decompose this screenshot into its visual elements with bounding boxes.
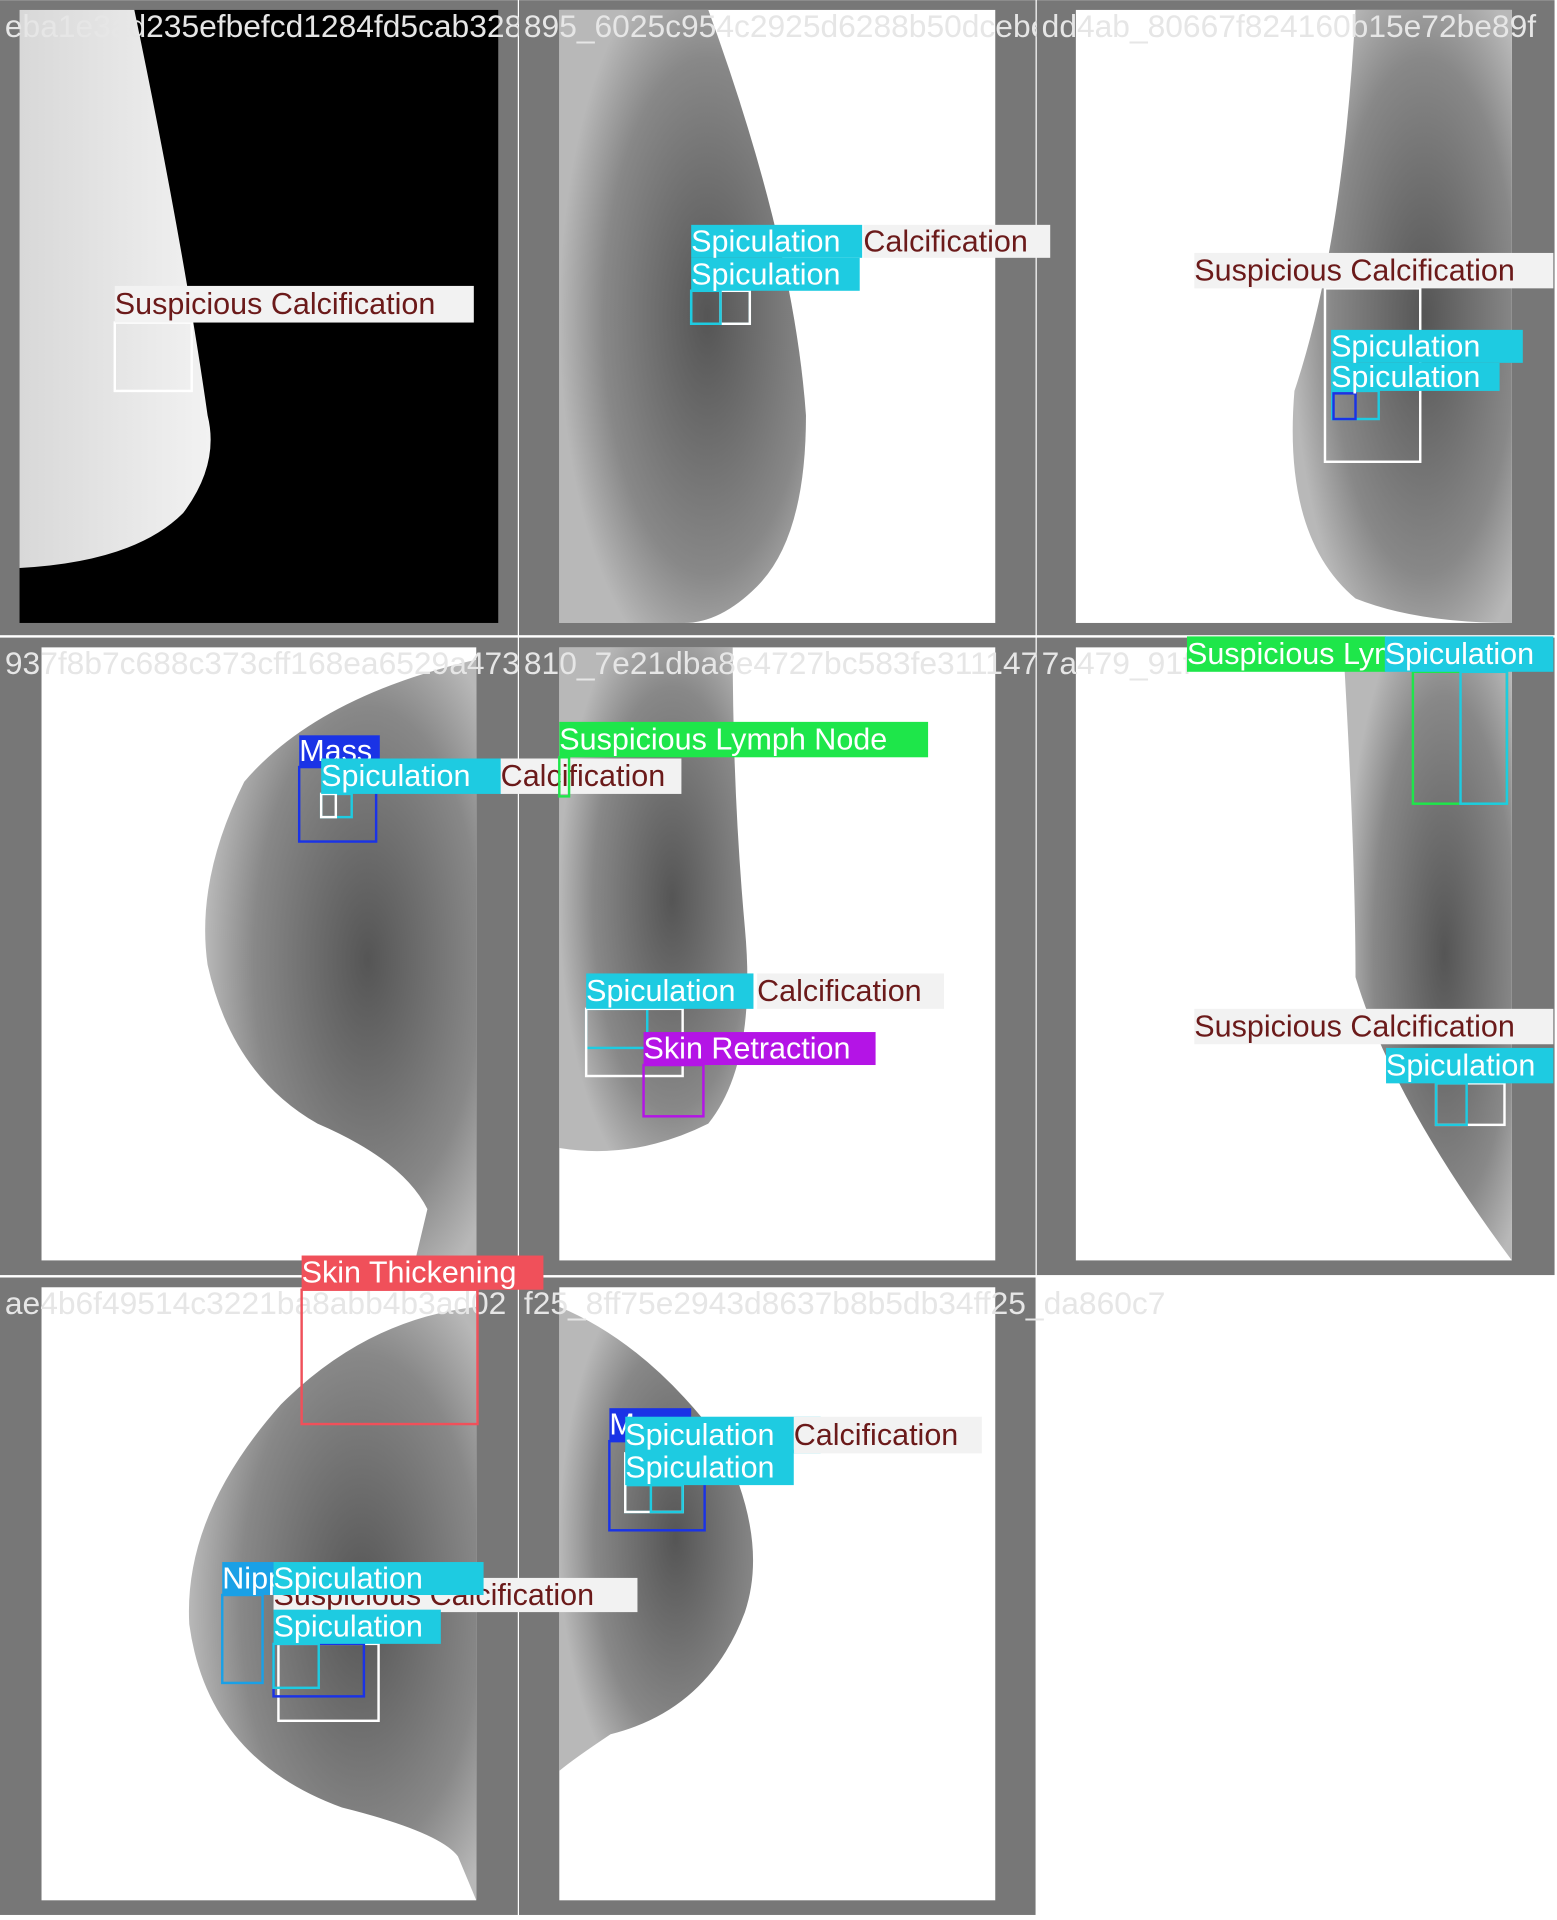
label-bg (1331, 362, 1500, 391)
image-id: 895_6025c954c2925d6288b50dcebeab_80 (524, 8, 1137, 44)
detection-label: Skin Thickening (302, 1256, 517, 1290)
label-bg (757, 973, 944, 1009)
image-id: 7a479_91f (1042, 645, 1192, 681)
image-id: ae4b6f49514c3221ba8abb4b3ad02 (5, 1285, 506, 1321)
label-bg (625, 1449, 794, 1486)
tile: 7a479_91f (1036, 637, 1555, 1276)
detection-label: Spiculation (274, 1610, 423, 1644)
tile: 937f8b7c688c373cff168ea6529a4739 (0, 637, 538, 1276)
detection-label: Spiculation (691, 257, 840, 291)
label-bg (863, 224, 1051, 258)
label-bg (586, 973, 754, 1009)
breast-tissue (1292, 9, 1512, 623)
detection-label: Calcification (794, 1418, 959, 1452)
detection-label: Spiculation (586, 974, 735, 1008)
detection-label: Suspicious Calcification (115, 287, 436, 321)
label-bg (273, 1609, 441, 1644)
tile: dd4ab_80667f824160b15e72be89f (1036, 0, 1555, 636)
tile: 895_6025c954c2925d6288b50dcebeab_80 (519, 0, 1137, 636)
detection-label: Spiculation (691, 224, 840, 258)
detection-label: Spiculation (274, 1562, 423, 1596)
breast-tissue (1343, 647, 1512, 1261)
breast-tissue (205, 659, 477, 1261)
detections: MassSpiculationCalcificationSpiculation (608, 1408, 982, 1532)
detections: Suspicious Lymph NodeSpiculationSuspicio… (1186, 636, 1554, 1127)
detection-label: Calcification (757, 974, 922, 1008)
label-bg (500, 758, 682, 794)
label-bg (1194, 1008, 1554, 1045)
detection-label: Spiculation (1331, 329, 1480, 363)
breast-tissue (559, 9, 806, 623)
label-bg (559, 721, 929, 758)
image-id: f25_8ff75e2943d8637b8b5db34ff25_da860c7 (524, 1285, 1166, 1321)
detections: Suspicious Calcification (113, 285, 474, 393)
detection-label: Suspicious Calcification (1194, 254, 1515, 288)
detection-label: Spiculation (625, 1418, 774, 1452)
label-bg (273, 1562, 484, 1596)
detection-label: Spiculation (625, 1450, 774, 1484)
label-bg (643, 1032, 876, 1066)
label-bg (691, 257, 860, 291)
detection-label: Calcification (863, 224, 1028, 258)
label-bg (691, 224, 863, 258)
detection-label: Spiculation (1331, 360, 1480, 394)
detection-label: Calcification (501, 759, 666, 793)
bounding-box (1434, 1082, 1468, 1127)
label-bg (625, 1416, 821, 1454)
detection-label: Suspicious Calcification (1194, 1010, 1515, 1044)
detections: Suspicious Lymph Node Spiculation Calcific… (558, 721, 944, 1118)
detection-label: Spiculation (321, 759, 470, 793)
image-id: 937f8b7c688c373cff168ea6529a4739 (5, 645, 538, 681)
detections: Spiculation Calcification Spiculation (689, 224, 1051, 325)
label-bg (1384, 636, 1554, 672)
detection-label: Skin Retraction (644, 1032, 851, 1066)
detection-label: Suspicious Lymph Node (559, 723, 887, 757)
label-bg (1386, 1047, 1554, 1084)
label-bg (1331, 329, 1523, 363)
detection-label: Spiculation (1385, 637, 1534, 671)
detections: Suspicious Calcification SpiculationSpicu… (1194, 252, 1554, 463)
label-bg (1194, 252, 1554, 289)
label-bg (301, 1255, 544, 1290)
label-bg (222, 1562, 274, 1596)
label-bg (1186, 636, 1387, 672)
bounding-box (1332, 392, 1357, 421)
label-bg (793, 1416, 982, 1454)
detection-label: Spiculation (1386, 1049, 1535, 1083)
image-id: 810_7e21dba8e4727bc583fe311147ab (524, 645, 1074, 681)
label-bg (114, 285, 474, 323)
label-bg (321, 758, 505, 794)
image-id: dd4ab_80667f824160b15e72be89f (1042, 8, 1537, 44)
